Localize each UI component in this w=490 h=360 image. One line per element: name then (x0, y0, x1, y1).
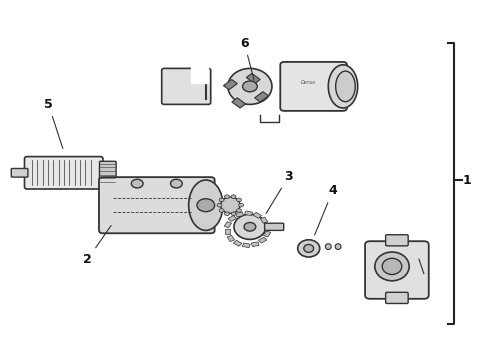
Text: Denso: Denso (301, 80, 317, 85)
Bar (265, 224, 270, 229)
Circle shape (224, 212, 229, 216)
Bar (236, 212, 244, 217)
Bar (251, 242, 259, 247)
Circle shape (237, 198, 242, 202)
Circle shape (239, 203, 244, 207)
Circle shape (219, 198, 224, 202)
Ellipse shape (336, 71, 355, 102)
Bar (228, 216, 237, 221)
Ellipse shape (335, 244, 341, 249)
Text: 3: 3 (266, 170, 293, 213)
Bar (246, 73, 260, 84)
Bar (243, 243, 250, 248)
Ellipse shape (228, 68, 272, 104)
Ellipse shape (325, 244, 331, 249)
FancyBboxPatch shape (99, 177, 215, 233)
FancyBboxPatch shape (24, 157, 103, 189)
Circle shape (217, 203, 222, 207)
Circle shape (237, 209, 242, 212)
Bar (253, 212, 262, 219)
Ellipse shape (382, 258, 402, 274)
Text: 2: 2 (83, 225, 111, 266)
Ellipse shape (234, 214, 266, 239)
Text: 5: 5 (44, 98, 63, 149)
Ellipse shape (304, 244, 314, 252)
FancyBboxPatch shape (386, 292, 408, 303)
Bar (258, 237, 267, 243)
Text: 4: 4 (315, 184, 337, 235)
FancyBboxPatch shape (99, 161, 116, 184)
Circle shape (197, 199, 215, 212)
Text: 6: 6 (240, 37, 254, 80)
Bar (255, 92, 269, 102)
FancyBboxPatch shape (162, 68, 211, 104)
Bar (224, 222, 232, 228)
Text: 1: 1 (462, 174, 471, 186)
Bar (233, 240, 242, 246)
Circle shape (171, 179, 182, 188)
FancyBboxPatch shape (386, 235, 408, 246)
Bar (223, 80, 237, 90)
Ellipse shape (328, 65, 358, 108)
Bar (260, 217, 268, 223)
Circle shape (243, 81, 257, 92)
FancyBboxPatch shape (365, 241, 429, 299)
Ellipse shape (298, 240, 319, 257)
Bar (263, 231, 271, 237)
Circle shape (131, 179, 143, 188)
Bar (245, 211, 252, 216)
Circle shape (231, 212, 236, 216)
FancyBboxPatch shape (280, 62, 347, 111)
Bar (232, 98, 245, 108)
Circle shape (219, 209, 224, 212)
Bar (227, 235, 235, 242)
Polygon shape (191, 67, 208, 83)
Circle shape (224, 195, 229, 198)
Circle shape (244, 222, 256, 231)
Ellipse shape (375, 252, 409, 281)
Ellipse shape (220, 197, 240, 213)
Ellipse shape (189, 180, 223, 230)
Bar (225, 229, 230, 234)
FancyBboxPatch shape (265, 223, 284, 230)
Circle shape (231, 195, 236, 198)
FancyBboxPatch shape (11, 168, 28, 177)
